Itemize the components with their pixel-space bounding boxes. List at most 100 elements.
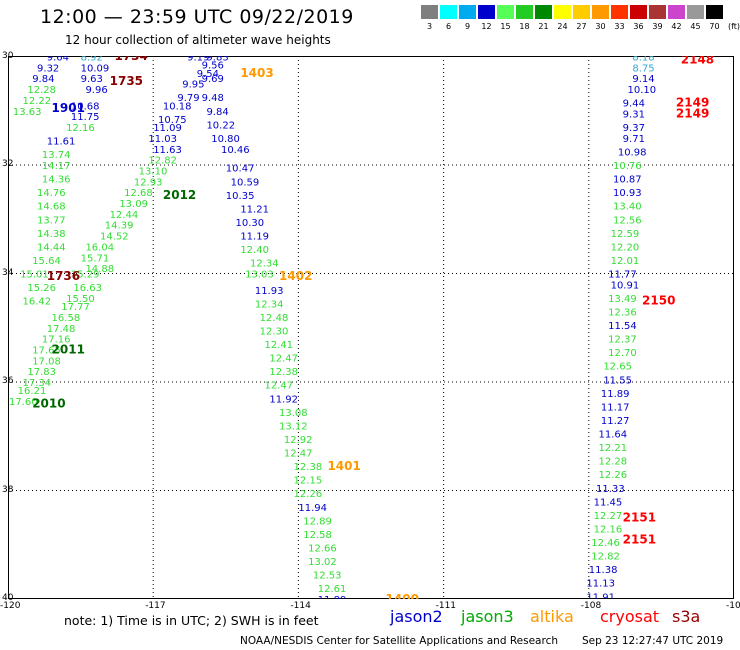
wave-height-label: 14.38 xyxy=(37,229,66,240)
scale-unit: (ft) xyxy=(727,22,740,31)
scale-swatch xyxy=(554,5,571,19)
legend-altika: altika xyxy=(530,607,574,626)
wave-height-label: 10.10 xyxy=(628,85,657,96)
scale-label: 9 xyxy=(464,22,471,31)
wave-height-label: 17.16 xyxy=(42,335,71,346)
wave-height-label: 12.48 xyxy=(260,313,289,324)
wave-height-label: 12.36 xyxy=(608,307,637,318)
wave-height-label: 14.36 xyxy=(42,175,71,186)
scale-swatch xyxy=(535,5,552,19)
wave-height-label: 11.45 xyxy=(594,497,623,508)
wave-height-label: 12.46 xyxy=(591,538,620,549)
lon-tick-label: -105 xyxy=(726,601,740,611)
scale-swatch xyxy=(440,5,457,19)
wave-height-label: 12.47 xyxy=(269,354,298,365)
wave-height-label: 17.65 xyxy=(32,345,61,356)
wave-height-label: 12.82 xyxy=(148,156,177,167)
wave-height-label: 10.46 xyxy=(221,145,250,156)
scale-label: 33 xyxy=(614,22,625,31)
wave-height-label: 12.37 xyxy=(608,335,637,346)
timestamp: Sep 23 12:27:47 UTC 2019 xyxy=(582,635,724,647)
wave-height-label: 11.13 xyxy=(586,579,615,590)
wave-height-label: 12.15 xyxy=(294,476,323,487)
scale-swatch xyxy=(630,5,647,19)
scale-swatch xyxy=(649,5,666,19)
wave-height-label: 12.21 xyxy=(598,443,627,454)
scale-swatch xyxy=(668,5,685,19)
wave-height-label: 11.55 xyxy=(603,375,632,386)
scale-swatch xyxy=(497,5,514,19)
wave-height-label: 9.79 xyxy=(177,93,199,104)
wave-height-label: 9.56 xyxy=(202,61,224,72)
lat-tick-label: 40 xyxy=(2,593,14,603)
lat-tick-label: 38 xyxy=(2,484,14,495)
wave-height-label: 11.09 xyxy=(153,123,182,134)
wave-height-label: 12.27 xyxy=(594,511,623,522)
footer-note: note: 1) Time is in UTC; 2) SWH is in fe… xyxy=(64,613,319,628)
wave-height-label: 12.68 xyxy=(124,188,153,199)
wave-height-label: 12.44 xyxy=(110,210,139,221)
wave-height-label: 12.38 xyxy=(294,462,323,473)
wave-height-label: 8.18 xyxy=(632,56,654,64)
wave-height-label: 10.76 xyxy=(613,161,642,172)
pass-time-label: 1736 xyxy=(47,269,80,283)
scale-label: 36 xyxy=(633,22,644,31)
wave-height-label: 14.88 xyxy=(85,264,114,275)
wave-height-label: 17.34 xyxy=(23,378,52,389)
wave-height-label: 10.75 xyxy=(158,115,187,126)
lat-tick-label: 34 xyxy=(2,267,14,278)
wave-height-label: 10.18 xyxy=(163,101,192,112)
wave-height-label: 9.54 xyxy=(197,69,219,80)
scale-swatch xyxy=(592,5,609,19)
wave-height-label: 12.47 xyxy=(265,381,294,392)
wave-height-label: 10.22 xyxy=(206,120,235,131)
wave-height-label: 10.87 xyxy=(613,175,642,186)
scale-swatch xyxy=(611,5,628,19)
wave-height-label: 11.89 xyxy=(601,389,630,400)
pass-time-label: 1403 xyxy=(240,66,273,80)
wave-height-label: 12.28 xyxy=(598,457,627,468)
wave-height-label: 11.93 xyxy=(255,286,284,297)
wave-height-label: 9.14 xyxy=(632,74,654,85)
wave-height-label: 14.76 xyxy=(37,188,66,199)
page-title: 12:00 — 23:59 UTC 09/22/2019 xyxy=(40,6,354,28)
wave-height-label: 12.38 xyxy=(269,367,298,378)
wave-height-label: 11.33 xyxy=(596,484,625,495)
scale-label: 30 xyxy=(595,22,606,31)
wave-height-label: 12.47 xyxy=(284,449,313,460)
scale-swatch xyxy=(706,5,723,19)
wave-height-label: 13.74 xyxy=(42,150,71,161)
wave-height-label: 11.61 xyxy=(47,137,76,148)
lat-tick-label: 36 xyxy=(2,376,14,387)
map-frame xyxy=(8,56,734,599)
wave-height-label: 12.93 xyxy=(134,177,163,188)
wave-height-label: 9.71 xyxy=(623,134,645,145)
wave-height-label: 9.84 xyxy=(32,74,54,85)
wave-height-label: 16.63 xyxy=(73,283,102,294)
scale-label: 39 xyxy=(652,22,663,31)
wave-height-label: 17.83 xyxy=(27,367,56,378)
wave-height-label: 9.44 xyxy=(623,99,645,110)
wave-height-label: 9.84 xyxy=(206,107,228,118)
wave-height-label: 15.29 xyxy=(71,270,100,281)
wave-height-label: 12.34 xyxy=(255,299,284,310)
pass-time-label: 2010 xyxy=(32,397,65,411)
legend-cryosat: cryosat xyxy=(600,607,660,626)
scale-swatch xyxy=(516,5,533,19)
scale-label: 70 xyxy=(709,22,720,31)
wave-height-label: 11.94 xyxy=(298,503,327,514)
wave-height-label: 13.40 xyxy=(613,202,642,213)
wave-height-label: 12.92 xyxy=(284,435,313,446)
wave-height-label: 10.98 xyxy=(618,147,647,158)
wave-height-label: 12.89 xyxy=(303,516,332,527)
wave-height-label: 12.59 xyxy=(611,229,640,240)
wave-height-label: 9.63 xyxy=(81,74,103,85)
wave-height-label: 12.26 xyxy=(598,470,627,481)
scale-swatch xyxy=(478,5,495,19)
wave-height-label: 14.52 xyxy=(100,232,129,243)
pass-time-label: 2149 xyxy=(676,96,709,110)
wave-height-label: 13.49 xyxy=(608,294,637,305)
pass-time-label: 1400 xyxy=(386,592,419,599)
scale-label: 18 xyxy=(519,22,530,31)
